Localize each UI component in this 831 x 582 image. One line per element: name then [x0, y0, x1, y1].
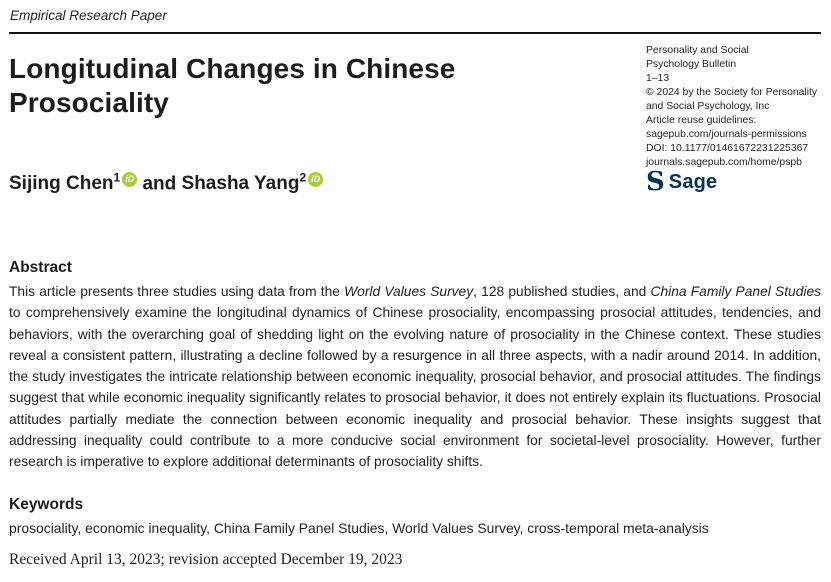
journal-info-line: Article reuse guidelines: — [646, 115, 757, 126]
article-type-label: Empirical Research Paper — [10, 8, 167, 23]
sage-logo-text: Sage — [668, 170, 718, 193]
orcid-icon[interactable]: iD — [122, 171, 138, 187]
journal-info-line: 1–13 — [646, 73, 670, 84]
abstract-text: This article presents three studies usin… — [9, 281, 821, 473]
abstract-segment: , 128 published studies, and — [473, 284, 651, 299]
paper-title: Longitudinal Changes in Chinese Prosocia… — [9, 53, 456, 118]
journal-info-line: © 2024 by the Society for Personality — [646, 87, 818, 98]
header-rule — [9, 32, 821, 34]
author-separator: and — [137, 173, 182, 195]
orcid-icon[interactable]: iD — [308, 171, 324, 187]
abstract-italic-segment: World Values Survey — [344, 284, 474, 299]
author-affiliation-number: 2 — [299, 171, 307, 185]
journal-info-line: Psychology Bulletin — [646, 59, 737, 70]
keywords-list: prosociality, economic inequality, China… — [9, 520, 709, 536]
journal-info: Personality and Social Psychology Bulleti… — [646, 44, 831, 170]
author-line: Sijing Chen1 iD and Shasha Yang2 iD — [9, 171, 324, 195]
received-dates: Received April 13, 2023; revision accept… — [9, 551, 403, 568]
sage-logo-icon: S — [646, 167, 665, 197]
keywords-heading: Keywords — [9, 496, 84, 513]
abstract-segment: This article presents three studies usin… — [9, 284, 345, 299]
journal-info-line: Personality and Social — [646, 45, 749, 56]
journal-link[interactable]: journals.sagepub.com/home/pspb — [646, 157, 802, 168]
sage-logo: S Sage — [646, 169, 717, 195]
author-name: Shasha Yang2 — [181, 171, 307, 195]
journal-link[interactable]: DOI: 10.1177/01461672231225367 — [646, 143, 809, 154]
abstract-heading: Abstract — [9, 259, 72, 276]
abstract-italic-segment: China Family Panel Studies — [650, 284, 822, 299]
abstract-segment: to comprehensively examine the longitudi… — [9, 305, 821, 470]
journal-link[interactable]: sagepub.com/journals-permissions — [646, 129, 807, 140]
author-affiliation-number: 1 — [113, 171, 121, 185]
author-name: Sijing Chen1 — [9, 171, 121, 195]
journal-info-line: and Social Psychology, Inc — [646, 101, 770, 112]
